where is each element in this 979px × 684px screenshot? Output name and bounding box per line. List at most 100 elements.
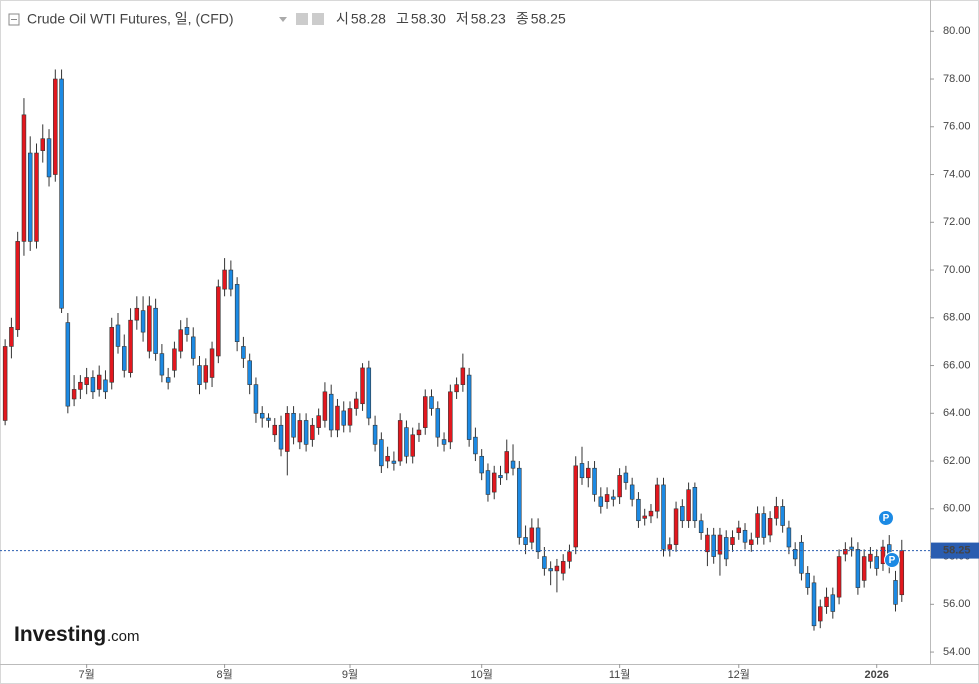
candle-body xyxy=(805,572,810,588)
y-tick-label: 74.00 xyxy=(943,168,971,180)
candle-body xyxy=(567,551,572,562)
settings-icon[interactable] xyxy=(296,13,308,25)
candle-body xyxy=(529,527,535,543)
candle-body xyxy=(441,439,447,445)
candle-body xyxy=(354,398,359,409)
y-tick-label: 62.00 xyxy=(943,455,971,467)
candle-body xyxy=(604,494,610,502)
candle-body xyxy=(623,472,629,483)
candle-body xyxy=(510,460,516,469)
candle-body xyxy=(573,465,578,548)
candle-body xyxy=(159,353,165,376)
candle-body xyxy=(228,269,234,290)
candle-body xyxy=(253,384,259,414)
candle-body xyxy=(259,412,265,419)
candle-body xyxy=(473,436,478,455)
candle-body xyxy=(46,138,52,178)
candle-body xyxy=(479,455,484,474)
candle-body xyxy=(115,324,121,347)
candle-body xyxy=(899,550,905,596)
candle-body xyxy=(328,393,334,431)
candle-body xyxy=(523,537,528,545)
logo-main: Investing xyxy=(14,623,106,646)
candle-body xyxy=(285,412,290,452)
candle-body xyxy=(542,556,547,569)
candle-body xyxy=(9,327,14,347)
candle-body xyxy=(680,506,685,522)
candle-body xyxy=(366,367,372,419)
candle-body xyxy=(818,606,823,622)
candle-body xyxy=(153,307,158,354)
candle-body xyxy=(535,527,541,553)
candle-body xyxy=(460,367,466,385)
candle-body xyxy=(893,580,898,605)
candle-body xyxy=(71,389,77,400)
y-tick-label: 64.00 xyxy=(943,407,971,419)
ohlc-label: 시 xyxy=(336,11,349,27)
candle-body xyxy=(824,596,829,607)
candle-body xyxy=(303,420,309,445)
candle-body xyxy=(15,241,20,331)
candle-body xyxy=(109,327,114,383)
candle-body xyxy=(874,556,879,569)
candle-body xyxy=(291,412,296,438)
candle-body xyxy=(611,496,616,500)
candle-body xyxy=(774,506,779,519)
candle-body xyxy=(761,513,767,538)
y-tick-label: 56.00 xyxy=(943,598,971,610)
candle-body xyxy=(698,520,704,533)
gear-icon[interactable] xyxy=(312,13,324,25)
x-tick-label: 8월 xyxy=(216,668,232,681)
candle-body xyxy=(648,510,654,517)
x-tick-label: 7월 xyxy=(79,668,95,681)
candle-body xyxy=(548,568,553,572)
candle-body xyxy=(435,408,441,438)
candle-body xyxy=(278,424,284,450)
candle-body xyxy=(78,381,83,390)
candle-body xyxy=(178,329,183,352)
ohlc-value: 58.25 xyxy=(531,11,566,27)
last-price-label: 58.25 xyxy=(943,544,971,556)
candle-body xyxy=(780,506,785,526)
candle-body xyxy=(598,496,604,507)
candle-body xyxy=(491,472,497,493)
candle-body xyxy=(335,405,340,431)
candle-body xyxy=(448,391,453,443)
candle-body xyxy=(391,460,397,464)
candle-body xyxy=(629,484,635,500)
candle-body xyxy=(40,138,46,151)
candle-body xyxy=(96,374,102,390)
ohlc-value: 58.23 xyxy=(471,11,506,27)
candle-body xyxy=(830,594,836,612)
candle-body xyxy=(749,539,754,545)
y-tick-label: 68.00 xyxy=(943,312,971,324)
y-tick-label: 60.00 xyxy=(943,503,971,515)
candle-body xyxy=(560,561,566,574)
candle-body xyxy=(811,582,817,627)
candle-body xyxy=(310,424,315,440)
candle-body xyxy=(184,327,190,335)
candle-body xyxy=(454,384,459,393)
candle-body xyxy=(786,527,792,548)
candle-body xyxy=(667,544,673,550)
candle-body xyxy=(404,427,409,457)
candle-body xyxy=(360,367,365,405)
candle-body xyxy=(673,508,679,545)
dropdown-icon[interactable] xyxy=(279,17,287,22)
p-marker xyxy=(884,552,900,568)
collapse-icon[interactable] xyxy=(8,13,20,26)
candle-body xyxy=(767,518,773,536)
candle-body xyxy=(222,269,227,290)
candle-body xyxy=(880,546,886,565)
candle-body xyxy=(868,553,873,562)
logo-suffix: .com xyxy=(107,628,140,645)
candle-body xyxy=(692,487,698,522)
candle-body xyxy=(122,346,127,371)
candle-body xyxy=(203,365,209,383)
x-tick-label: 2026 xyxy=(864,669,888,681)
candle-body xyxy=(216,286,221,357)
candle-body xyxy=(517,467,522,538)
candle-body xyxy=(397,420,403,462)
candle-body xyxy=(592,467,597,495)
